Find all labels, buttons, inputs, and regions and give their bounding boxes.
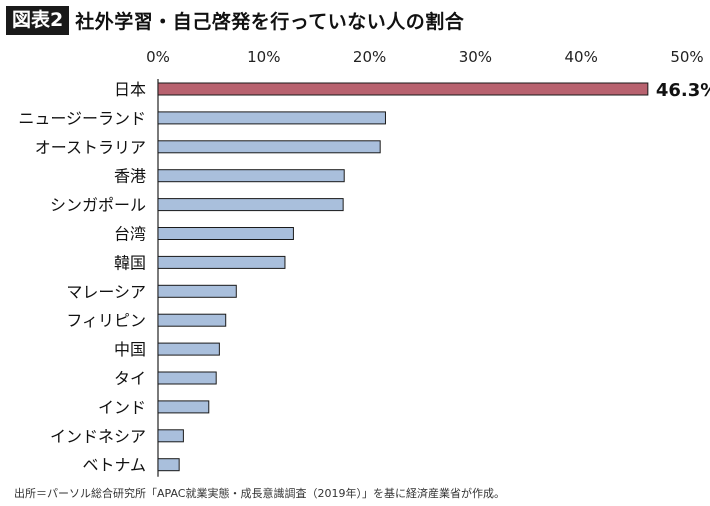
source-note: 出所＝パーソル総合研究所「APAC就業実態・成長意識調査（2019年）」を基に経… xyxy=(14,487,505,500)
bar xyxy=(157,111,386,125)
bar xyxy=(157,429,184,443)
bar xyxy=(157,255,286,269)
category-label: タイ xyxy=(114,369,146,388)
category-label: マレーシア xyxy=(66,282,146,301)
x-tick-label: 40% xyxy=(565,48,598,66)
category-label: 台湾 xyxy=(114,225,146,244)
category-label: シンガポール xyxy=(50,196,146,215)
category-label: フィリピン xyxy=(66,311,146,330)
bar xyxy=(157,82,649,96)
x-tick-label: 10% xyxy=(247,48,280,66)
category-label: オーストラリア xyxy=(35,138,146,157)
bar xyxy=(157,227,294,240)
x-tick-label: 30% xyxy=(459,48,492,66)
bar xyxy=(157,284,237,298)
figure-header: 図表2 社外学習・自己啓発を行っていない人の割合 xyxy=(6,5,464,35)
category-label: 日本 xyxy=(114,80,146,99)
bar xyxy=(157,198,344,212)
bar xyxy=(157,140,381,154)
category-label: ニュージーランド xyxy=(18,109,146,128)
chart-title: 社外学習・自己啓発を行っていない人の割合 xyxy=(75,10,465,33)
x-tick-label: 20% xyxy=(353,48,386,66)
figure-label: 図表2 xyxy=(6,5,70,35)
category-label: インド xyxy=(98,398,146,417)
category-label: 香港 xyxy=(114,167,146,186)
x-tick-label: 0% xyxy=(146,48,170,66)
category-label: インドネシア xyxy=(50,427,146,446)
bar xyxy=(157,342,220,356)
category-label: 中国 xyxy=(114,340,146,359)
bar xyxy=(157,400,210,414)
bar xyxy=(157,313,227,327)
bar-chart: 0% 10% 20% 30% 40% 50% 日本ニュージーランドオーストラリア香港シンガポ… xyxy=(18,48,710,477)
bar xyxy=(157,169,345,183)
category-label: ベトナム xyxy=(82,456,146,475)
bar xyxy=(157,371,217,385)
bar xyxy=(157,458,180,472)
x-tick-label: 50% xyxy=(670,48,703,66)
category-label: 韓国 xyxy=(114,253,146,272)
data-label: 46.3% xyxy=(656,80,710,101)
